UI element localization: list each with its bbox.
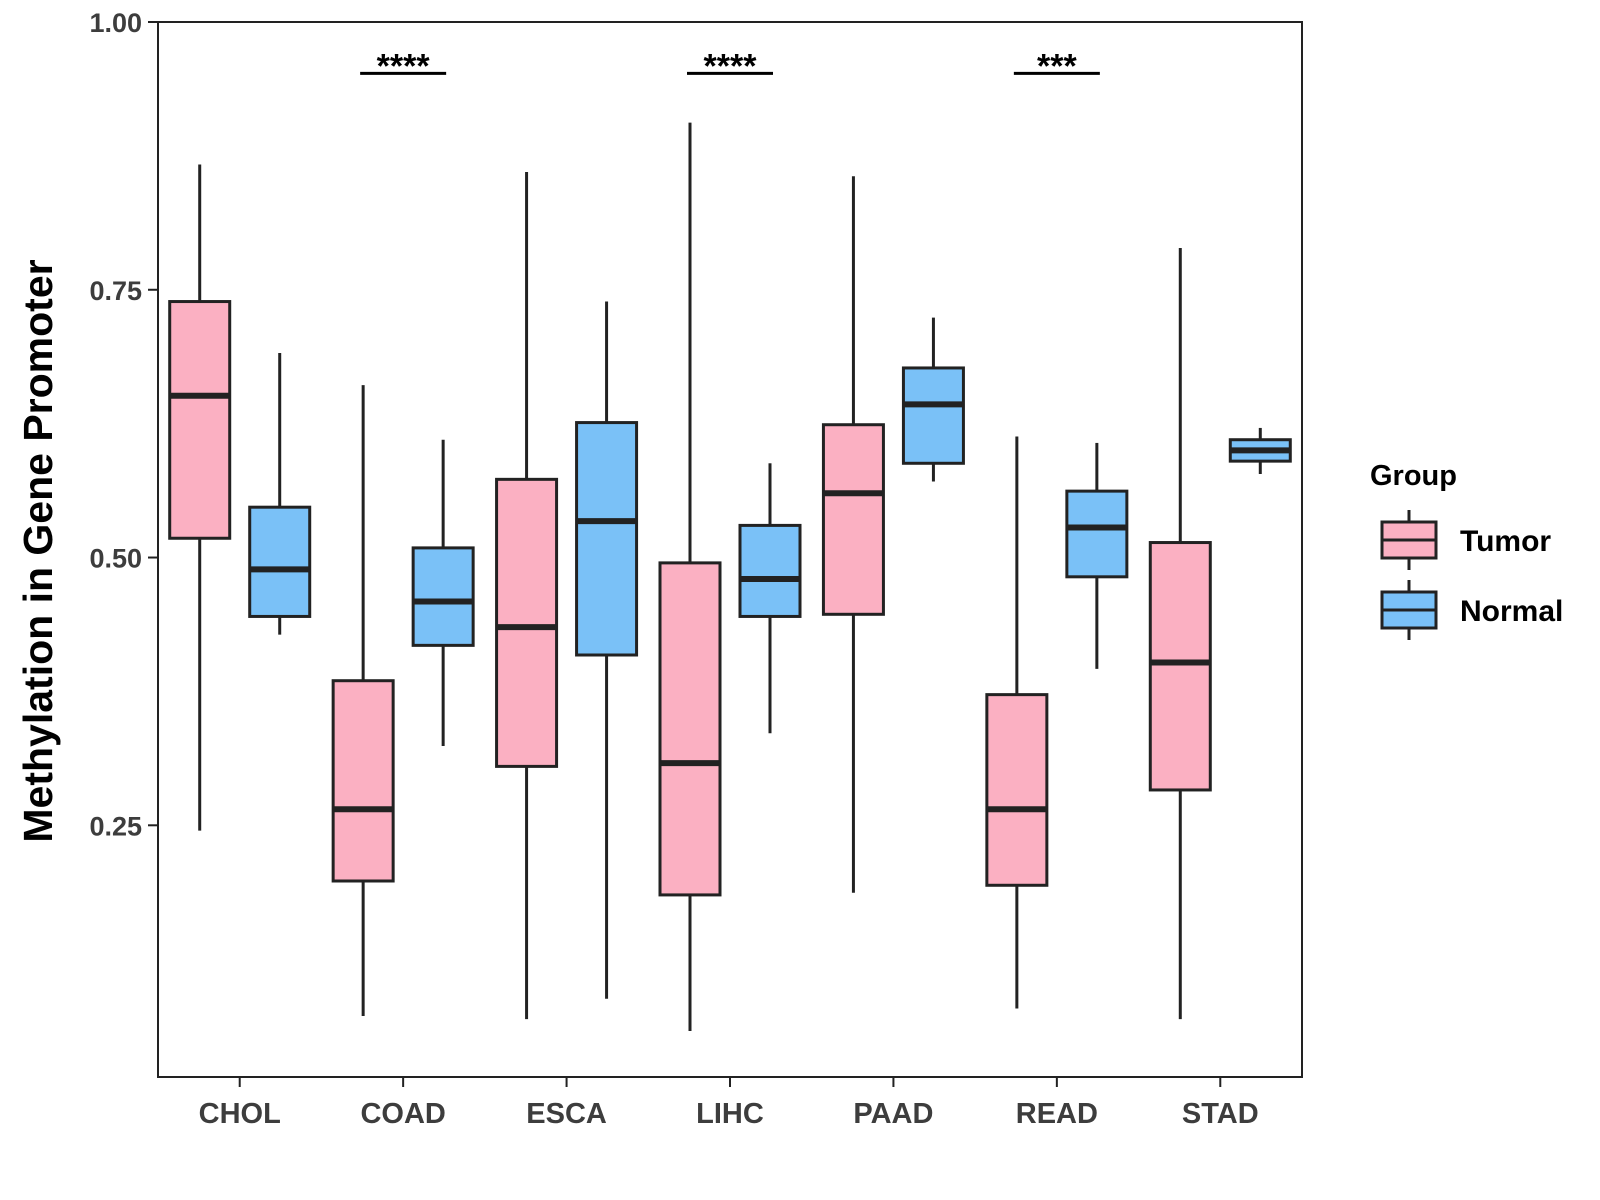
box-series [168, 122, 1292, 1031]
x-tick-label: COAD [360, 1098, 445, 1130]
box-body [168, 300, 232, 540]
box-body [411, 546, 475, 647]
significance-label: **** [377, 47, 431, 85]
legend-item-tumor: Tumor [1380, 510, 1551, 570]
y-tick-label: 0.50 [89, 544, 142, 574]
y-tick-label: 0.25 [89, 811, 142, 841]
box-normal-coad [411, 439, 475, 747]
x-tick-label: READ [1016, 1098, 1098, 1130]
x-tick-label: LIHC [696, 1098, 764, 1130]
x-tick-label: CHOL [199, 1098, 281, 1130]
legend-title: Group [1370, 460, 1457, 492]
box-body [248, 505, 312, 618]
box-body [738, 523, 802, 618]
significance-label: **** [704, 47, 758, 85]
box-body [985, 693, 1049, 887]
plot-panel [157, 21, 1303, 1078]
legend-items: Tumor Normal [1380, 510, 1563, 640]
legend: Group Tumor Normal [1370, 460, 1563, 640]
y-tick-label: 1.00 [89, 8, 142, 38]
x-axis: CHOL COAD ESCA LIHC PAAD READ STAD [199, 1077, 1259, 1130]
box-tumor-stad [1148, 247, 1212, 1020]
box-tumor-coad [331, 385, 395, 1016]
y-tick-label: 0.75 [89, 276, 142, 306]
box-body [1148, 541, 1212, 792]
box-normal-read [1065, 442, 1129, 669]
y-axis-title: Methylation in Gene Promoter [15, 259, 61, 842]
box-normal-esca [575, 301, 639, 999]
box-body [575, 421, 639, 657]
box-body [901, 366, 965, 465]
box-normal-lihc [738, 463, 802, 734]
x-tick-label: ESCA [526, 1098, 607, 1130]
significance-label: *** [1037, 47, 1077, 85]
box-body [495, 477, 559, 768]
legend-item-normal: Normal [1380, 580, 1563, 640]
box-body [331, 679, 395, 883]
box-body [1065, 489, 1129, 579]
box-tumor-esca [495, 171, 559, 1020]
box-body [821, 423, 885, 616]
box-body [658, 561, 722, 897]
box-tumor-paad [821, 176, 885, 893]
box-normal-stad [1228, 427, 1292, 474]
box-tumor-lihc [658, 122, 722, 1031]
legend-label: Normal [1460, 595, 1563, 628]
box-normal-chol [248, 352, 312, 635]
y-axis: 0.25 0.50 0.75 1.00 [89, 8, 158, 841]
x-tick-label: PAAD [853, 1098, 933, 1130]
x-tick-label: STAD [1182, 1098, 1259, 1130]
box-tumor-read [985, 436, 1049, 1009]
box-tumor-chol [168, 164, 232, 831]
box-normal-paad [901, 317, 965, 482]
significance-annotations: **** **** *** [360, 47, 1100, 85]
legend-label: Tumor [1460, 525, 1551, 558]
